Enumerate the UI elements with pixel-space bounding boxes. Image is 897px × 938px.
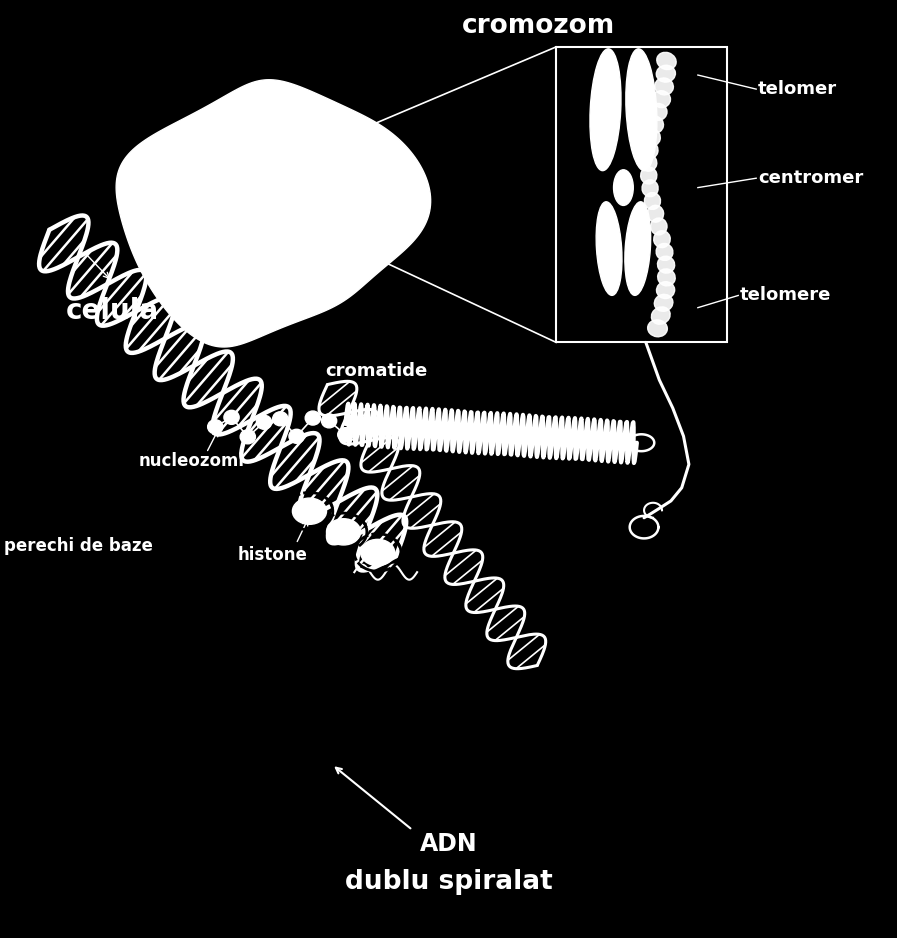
Text: centromer: centromer [758,169,863,188]
Ellipse shape [651,307,670,325]
Ellipse shape [337,428,353,442]
Ellipse shape [658,269,675,286]
Ellipse shape [289,430,304,444]
Ellipse shape [657,66,675,83]
Ellipse shape [625,202,650,295]
Ellipse shape [654,295,673,311]
Ellipse shape [648,205,664,222]
Ellipse shape [292,498,327,524]
Ellipse shape [321,414,336,428]
Ellipse shape [642,180,658,197]
Ellipse shape [652,91,670,108]
Ellipse shape [273,412,288,426]
Text: cromozom: cromozom [462,13,614,39]
Ellipse shape [327,519,361,545]
Ellipse shape [240,430,256,444]
Ellipse shape [649,103,667,120]
Ellipse shape [597,202,622,295]
Ellipse shape [626,49,657,171]
Ellipse shape [650,218,667,234]
Text: histone: histone [238,546,308,565]
Text: cromatide: cromatide [326,361,428,380]
Ellipse shape [590,49,621,171]
Ellipse shape [641,142,658,159]
Bar [556,47,727,342]
Text: telomer: telomer [758,80,837,98]
Polygon shape [116,80,431,347]
Ellipse shape [207,420,222,433]
Ellipse shape [640,167,657,184]
Text: celula: celula [65,297,159,325]
Text: nucleu: nucleu [233,88,296,106]
Ellipse shape [656,244,673,261]
Ellipse shape [654,231,670,248]
Ellipse shape [361,539,395,566]
Text: telomere: telomere [740,286,832,305]
Ellipse shape [648,320,667,337]
Ellipse shape [224,410,239,424]
Ellipse shape [257,416,272,430]
Ellipse shape [305,411,320,425]
Text: nucleozomi: nucleozomi [139,452,245,471]
Ellipse shape [658,256,675,273]
Text: ADN: ADN [420,832,477,856]
Ellipse shape [643,129,660,145]
Text: perechi de baze: perechi de baze [4,537,153,555]
Ellipse shape [614,170,633,205]
Text: dublu spiralat: dublu spiralat [344,869,553,895]
Ellipse shape [646,116,664,133]
Ellipse shape [657,53,676,69]
Ellipse shape [640,155,657,172]
Ellipse shape [655,78,674,95]
Ellipse shape [657,281,675,298]
Ellipse shape [644,192,660,209]
